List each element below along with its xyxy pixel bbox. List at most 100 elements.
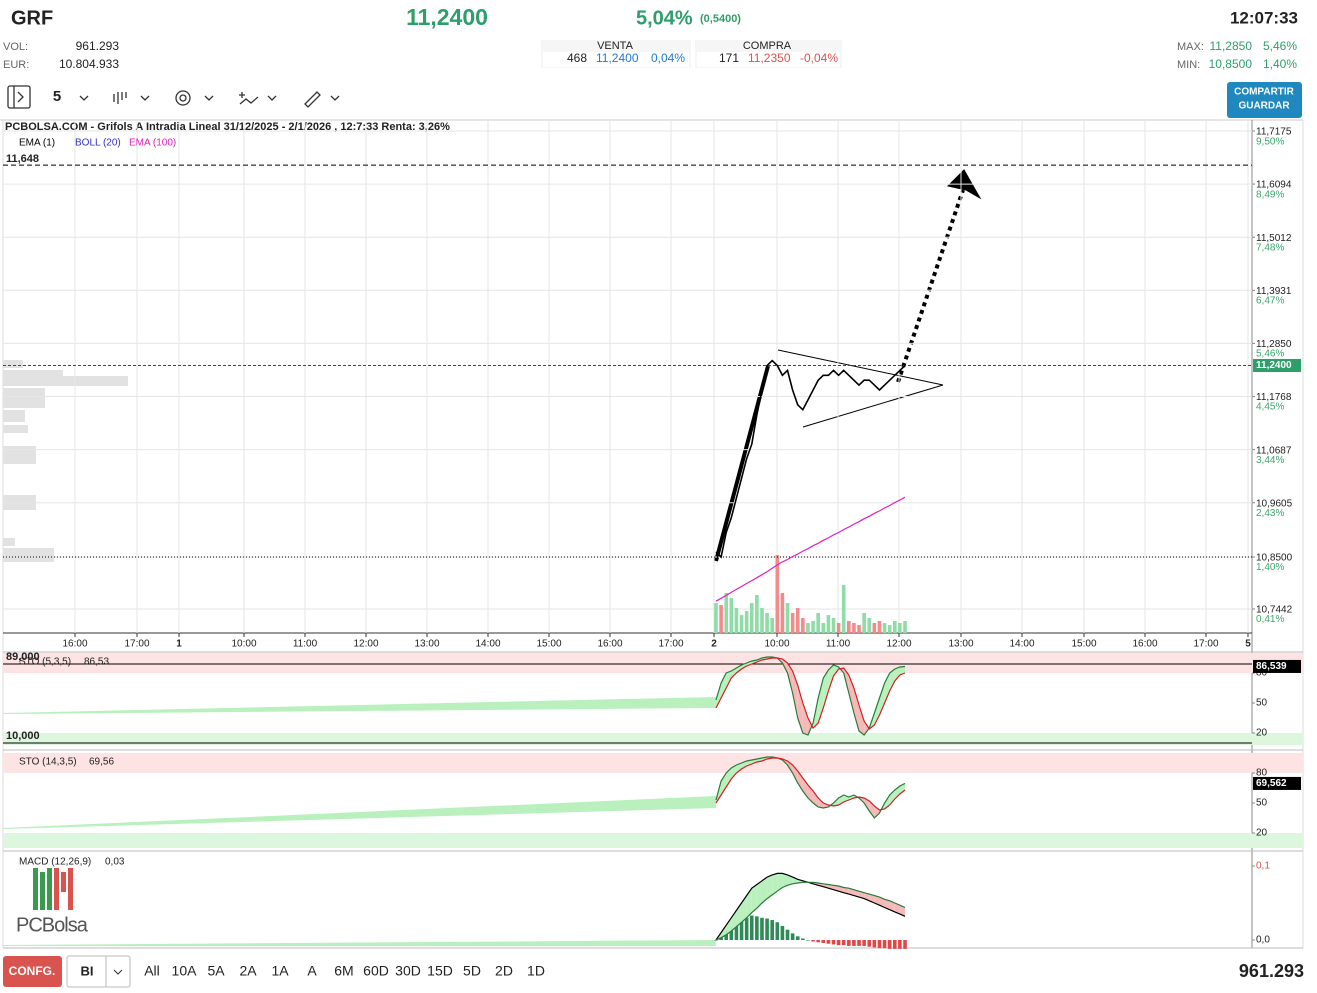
volume-bar bbox=[831, 618, 836, 633]
dropdown-carets[interactable] bbox=[79, 95, 340, 101]
y-tick-label: 11,2850 bbox=[1256, 339, 1292, 350]
histogram-bar bbox=[847, 940, 851, 946]
overbought-band bbox=[3, 653, 1252, 673]
fill-area bbox=[874, 698, 880, 725]
fill-area bbox=[853, 688, 860, 731]
range-button[interactable]: 30D bbox=[395, 963, 421, 979]
histogram-bar bbox=[806, 940, 810, 941]
logo-bar bbox=[33, 868, 38, 910]
indicator-title: STO (14,3,5) bbox=[19, 757, 77, 768]
eur: 10.804.933 bbox=[59, 57, 119, 71]
volume-bar bbox=[749, 603, 754, 633]
fill-area bbox=[767, 874, 773, 899]
mode-select[interactable] bbox=[66, 955, 131, 988]
vol-label: VOL: bbox=[3, 41, 28, 53]
x-tick-label: 16:00 bbox=[1132, 639, 1157, 650]
profile-bar bbox=[3, 548, 54, 562]
draw-icon[interactable] bbox=[304, 91, 321, 108]
oscillator-line bbox=[715, 757, 906, 811]
volume-bar bbox=[729, 598, 734, 633]
chart-type-icon[interactable] bbox=[113, 92, 127, 104]
volume-bar bbox=[785, 603, 790, 633]
interval[interactable]: 5 bbox=[53, 88, 61, 105]
range-button[interactable]: 60D bbox=[363, 963, 389, 979]
fill-area bbox=[879, 897, 885, 908]
x-tick-label: 17:00 bbox=[1193, 639, 1218, 650]
panel-toggle-arrow bbox=[17, 91, 24, 103]
volume-bar bbox=[872, 623, 877, 633]
volume-bar bbox=[765, 613, 769, 633]
oversold-band-axis bbox=[1252, 833, 1303, 848]
settings-icon[interactable] bbox=[175, 90, 191, 106]
indicator-value: 0,03 bbox=[105, 857, 125, 868]
histogram-bar bbox=[887, 940, 892, 949]
fill-area bbox=[848, 795, 854, 800]
y-tick-label: 11,5012 bbox=[1256, 233, 1292, 244]
logo-text: PCBolsa bbox=[16, 914, 89, 936]
share-button[interactable] bbox=[1227, 82, 1302, 118]
compra-price: 11,2350 bbox=[748, 51, 791, 65]
venta-label: VENTA bbox=[597, 40, 634, 52]
fill-area bbox=[746, 661, 752, 666]
volume-bar bbox=[770, 618, 774, 633]
panel-toggle[interactable] bbox=[7, 85, 31, 109]
venta-pct: 0,04% bbox=[651, 51, 685, 65]
series-line bbox=[715, 496, 906, 602]
fill-area bbox=[802, 703, 808, 735]
histogram-bar bbox=[811, 940, 815, 942]
histogram-bar bbox=[903, 940, 907, 949]
change: (0,5400) bbox=[700, 13, 741, 25]
fill-area bbox=[777, 873, 783, 892]
x-tick-label: 14:00 bbox=[1009, 639, 1034, 650]
config-button[interactable] bbox=[3, 956, 62, 987]
compra-qty: 171 bbox=[719, 51, 739, 65]
config-label: CONFG. bbox=[9, 964, 56, 978]
venta-price: 11,2400 bbox=[596, 51, 639, 65]
fill-area bbox=[731, 910, 737, 932]
range-button[interactable]: 2A bbox=[239, 963, 257, 979]
fill-area bbox=[848, 888, 854, 896]
fill-area bbox=[726, 768, 732, 787]
y-tick-label: 80 bbox=[1256, 668, 1268, 679]
macd-line bbox=[715, 881, 906, 941]
min: 10,8500 bbox=[1209, 57, 1253, 71]
triangle-upper bbox=[777, 349, 944, 386]
y2-tick-label: 0,41% bbox=[1256, 614, 1284, 625]
range-button[interactable]: 10A bbox=[172, 963, 198, 979]
y-tick-label: 0,0 bbox=[1256, 935, 1270, 946]
volume-bar bbox=[892, 621, 897, 633]
range-button[interactable]: 5A bbox=[207, 963, 225, 979]
fill-area bbox=[787, 663, 793, 693]
y-tick-label: 10,8500 bbox=[1256, 553, 1293, 564]
trend-line bbox=[714, 365, 770, 562]
range-button[interactable]: A bbox=[307, 963, 317, 979]
x-tick-label: 10:00 bbox=[764, 639, 789, 650]
range-button[interactable]: All bbox=[144, 963, 160, 979]
range-button[interactable]: 15D bbox=[427, 963, 453, 979]
max-label: MAX: bbox=[1177, 41, 1204, 53]
x-tick-label: 10:00 bbox=[231, 639, 256, 650]
venta-inner bbox=[543, 52, 689, 67]
y2-tick-label: 1,40% bbox=[1256, 562, 1284, 573]
indicator-title: MACD (12,26,9) bbox=[19, 857, 91, 868]
histogram-bar bbox=[770, 920, 774, 941]
range-button[interactable]: 6M bbox=[334, 963, 353, 979]
range-button[interactable]: 5D bbox=[463, 963, 481, 979]
volume-bar bbox=[734, 608, 739, 633]
fill-area bbox=[859, 891, 865, 899]
histogram-bar bbox=[714, 940, 718, 941]
range-button[interactable]: 2D bbox=[495, 963, 513, 979]
fill-area bbox=[802, 778, 808, 798]
legend-entry: EMA (100) bbox=[129, 138, 176, 149]
indicator-icon[interactable] bbox=[239, 92, 259, 105]
histogram-bar bbox=[877, 940, 882, 949]
x-tick-label: 14:00 bbox=[475, 639, 500, 650]
histogram-bar bbox=[801, 938, 805, 941]
macd-history bbox=[3, 940, 716, 946]
volume-bar bbox=[862, 613, 866, 633]
fill-area bbox=[889, 900, 895, 912]
range-button[interactable]: 1D bbox=[527, 963, 545, 979]
overbought-band bbox=[3, 753, 1252, 773]
range-button[interactable]: 1A bbox=[271, 963, 289, 979]
